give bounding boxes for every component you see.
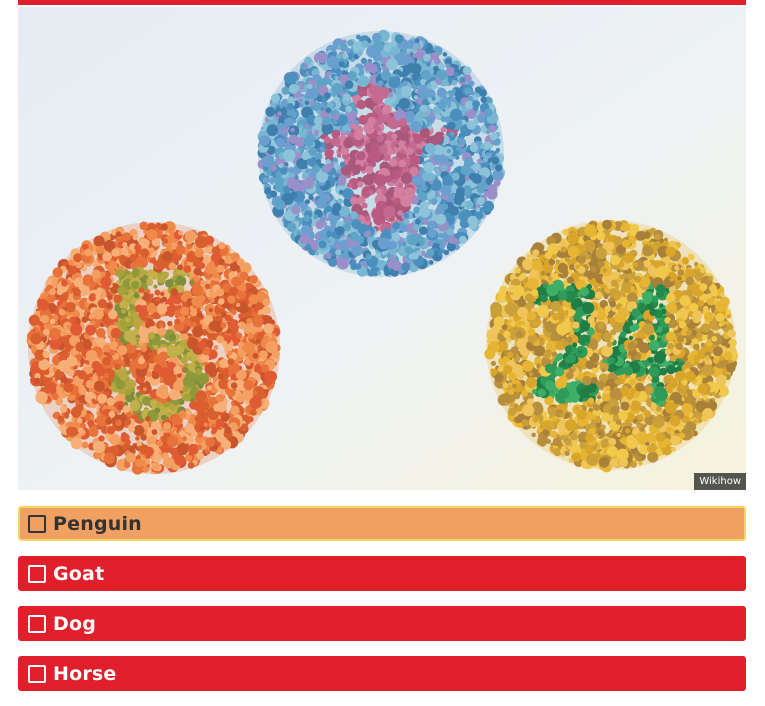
answer-list: Penguin Goat Dog Horse — [18, 506, 746, 706]
ishihara-plates-illustration — [18, 7, 746, 490]
checkbox-icon[interactable] — [28, 614, 46, 633]
answer-label: Goat — [53, 562, 105, 585]
penguin-plate — [257, 29, 506, 278]
answer-label: Penguin — [53, 512, 142, 535]
quiz-image: Wikihow — [18, 7, 746, 490]
checkbox-icon[interactable] — [28, 564, 46, 583]
answer-label: Dog — [53, 612, 97, 635]
answer-option-horse[interactable]: Horse — [18, 656, 746, 691]
header-accent-bar — [18, 0, 746, 5]
answer-option-dog[interactable]: Dog — [18, 606, 746, 641]
answer-option-goat[interactable]: Goat — [18, 556, 746, 591]
number-plate-24 — [484, 219, 739, 473]
answer-label: Horse — [53, 662, 117, 685]
image-credit: Wikihow — [694, 473, 746, 490]
answer-option-penguin[interactable]: Penguin — [18, 506, 746, 541]
checkbox-icon[interactable] — [28, 514, 46, 533]
checkbox-icon[interactable] — [28, 664, 46, 683]
number-plate-5 — [26, 221, 281, 475]
